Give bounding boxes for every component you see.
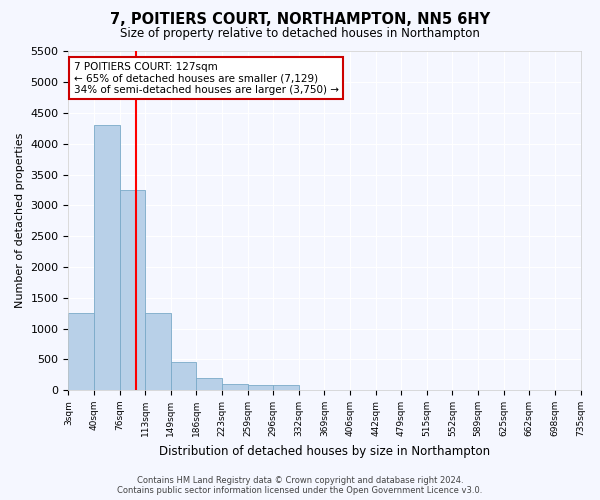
Bar bbox=[94, 126, 119, 390]
Text: Size of property relative to detached houses in Northampton: Size of property relative to detached ho… bbox=[120, 28, 480, 40]
Bar bbox=[248, 386, 273, 390]
Bar bbox=[222, 384, 248, 390]
Text: 7, POITIERS COURT, NORTHAMPTON, NN5 6HY: 7, POITIERS COURT, NORTHAMPTON, NN5 6HY bbox=[110, 12, 490, 28]
X-axis label: Distribution of detached houses by size in Northampton: Distribution of detached houses by size … bbox=[159, 444, 490, 458]
Bar bbox=[145, 313, 171, 390]
Bar bbox=[171, 362, 196, 390]
Bar bbox=[119, 190, 145, 390]
Y-axis label: Number of detached properties: Number of detached properties bbox=[15, 133, 25, 308]
Bar bbox=[273, 386, 299, 390]
Text: Contains HM Land Registry data © Crown copyright and database right 2024.
Contai: Contains HM Land Registry data © Crown c… bbox=[118, 476, 482, 495]
Bar bbox=[68, 313, 94, 390]
Text: 7 POITIERS COURT: 127sqm
← 65% of detached houses are smaller (7,129)
34% of sem: 7 POITIERS COURT: 127sqm ← 65% of detach… bbox=[74, 62, 338, 95]
Bar bbox=[196, 378, 222, 390]
